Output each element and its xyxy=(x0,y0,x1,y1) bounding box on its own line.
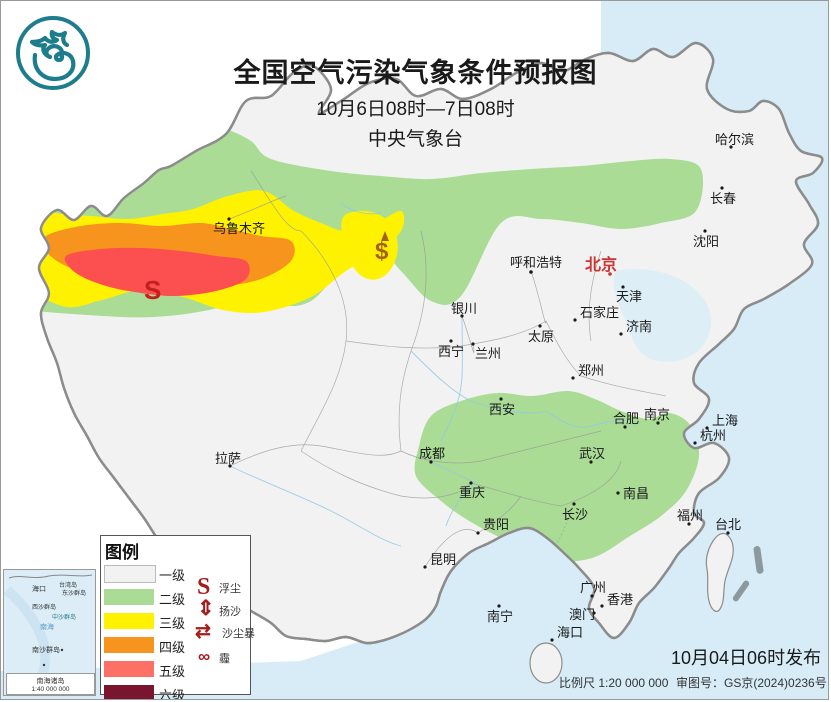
svg-text:$: $ xyxy=(375,238,389,265)
svg-text:S: S xyxy=(144,275,161,305)
